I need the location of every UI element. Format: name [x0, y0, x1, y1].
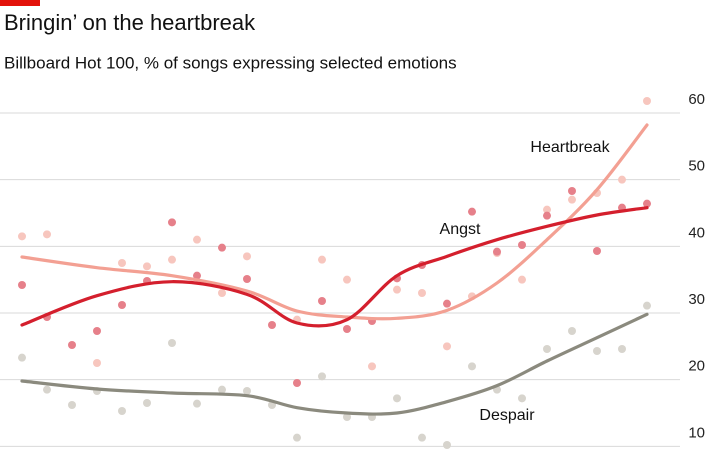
- data-point: [168, 255, 176, 264]
- data-point: [568, 195, 576, 204]
- data-point: [193, 399, 201, 408]
- data-point: [218, 243, 226, 252]
- trend-line: [20, 312, 649, 416]
- data-point: [118, 259, 126, 267]
- data-point: [543, 345, 551, 353]
- data-point: [43, 385, 51, 394]
- data-point: [418, 433, 426, 442]
- y-tick-label: 20: [688, 358, 705, 375]
- data-point: [18, 353, 26, 362]
- data-point: [343, 413, 351, 421]
- series-label: Despair: [479, 407, 535, 424]
- chart-subtitle: Billboard Hot 100, % of songs expressing…: [4, 53, 457, 72]
- data-point: [593, 347, 601, 355]
- data-point: [268, 321, 276, 329]
- data-point: [368, 362, 376, 371]
- y-tick-label: 60: [688, 91, 705, 108]
- brand-bar: [0, 0, 40, 6]
- data-point: [68, 341, 76, 349]
- data-point: [343, 325, 351, 333]
- data-point: [68, 401, 76, 409]
- data-point: [468, 362, 476, 371]
- data-point: [218, 385, 226, 394]
- data-point: [568, 187, 576, 195]
- data-point: [193, 235, 201, 244]
- data-point: [468, 207, 476, 216]
- data-point: [618, 345, 626, 353]
- data-point: [493, 247, 501, 256]
- data-point: [243, 252, 251, 261]
- trend-line: [20, 123, 649, 321]
- data-point: [193, 271, 201, 280]
- data-point: [643, 97, 651, 105]
- data-point: [168, 218, 176, 227]
- data-point: [643, 301, 651, 310]
- data-point: [18, 232, 26, 241]
- data-point: [218, 289, 226, 297]
- data-point: [618, 175, 626, 184]
- data-point: [293, 433, 301, 442]
- data-point: [43, 230, 51, 239]
- data-point: [443, 441, 451, 449]
- data-point: [518, 275, 526, 284]
- data-point: [418, 289, 426, 297]
- data-point: [393, 285, 401, 294]
- data-point: [118, 407, 126, 415]
- data-point: [168, 339, 176, 347]
- data-point: [318, 255, 326, 264]
- data-point: [18, 281, 26, 289]
- data-point: [518, 241, 526, 249]
- chart-title: Bringin’ on the heartbreak: [4, 10, 256, 35]
- data-point: [518, 394, 526, 403]
- data-point: [143, 262, 151, 271]
- trend-line: [20, 206, 649, 328]
- y-tick-label: 10: [688, 424, 705, 441]
- data-point: [393, 394, 401, 403]
- y-tick-label: 50: [688, 158, 705, 175]
- data-point: [343, 275, 351, 284]
- data-point: [543, 211, 551, 220]
- data-point: [643, 199, 651, 208]
- data-point: [118, 301, 126, 309]
- series-label: Heartbreak: [530, 139, 610, 156]
- data-point: [443, 299, 451, 308]
- data-point: [93, 327, 101, 335]
- data-point: [293, 379, 301, 387]
- data-point: [543, 205, 551, 214]
- data-point: [243, 387, 251, 395]
- y-tick-label: 30: [688, 291, 705, 308]
- data-point: [443, 342, 451, 351]
- data-point: [93, 359, 101, 367]
- data-point: [593, 247, 601, 255]
- series-label: Angst: [440, 221, 481, 238]
- data-point: [143, 399, 151, 407]
- data-point: [318, 297, 326, 305]
- data-point: [568, 327, 576, 335]
- data-point: [243, 275, 251, 283]
- data-point: [318, 372, 326, 381]
- y-tick-label: 40: [688, 224, 705, 241]
